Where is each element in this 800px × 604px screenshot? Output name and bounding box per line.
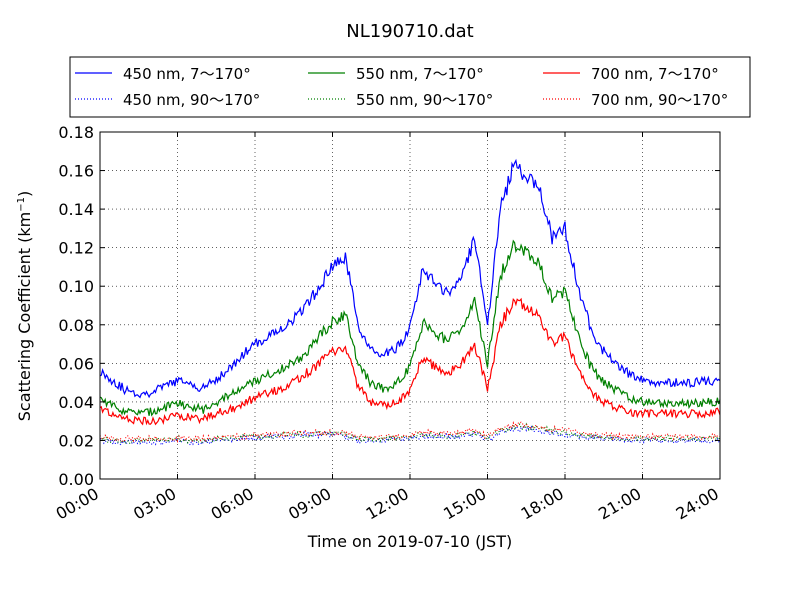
y-tick-label: 0.02 (58, 431, 94, 450)
y-tick-label: 0.08 (58, 316, 94, 335)
series-line (99, 421, 721, 444)
chart-title: NL190710.dat (346, 21, 473, 42)
x-tick-label: 09:00 (285, 484, 334, 524)
x-tick-label: 15:00 (440, 484, 489, 524)
series-layer (99, 158, 721, 447)
x-tick-label: 06:00 (208, 484, 257, 524)
legend-label: 550 nm, 90～170° (356, 91, 493, 109)
y-tick-label: 0.10 (58, 277, 94, 296)
y-tick-label: 0.04 (58, 393, 94, 412)
legend-label: 450 nm, 90～170° (123, 91, 260, 109)
legend-label: 550 nm, 7～170° (356, 65, 484, 83)
y-axis-label: Scattering Coefficient (km−1) (15, 191, 34, 422)
y-tick-label: 0.14 (58, 200, 94, 219)
y-axis-label-main: Scattering Coefficient (km (15, 212, 34, 422)
series-line (99, 158, 721, 399)
x-tick-label: 24:00 (673, 484, 722, 524)
x-axis: 00:00 03:00 06:00 09:00 12:00 15:00 18:00 21:00… (53, 132, 722, 524)
legend-label: 700 nm, 90～170° (591, 91, 728, 109)
legend-label: 450 nm, 7～170° (123, 65, 251, 83)
x-tick-label: 21:00 (595, 484, 644, 524)
x-tick-label: 18:00 (518, 484, 567, 524)
grid (100, 132, 720, 479)
y-axis: 0.00 0.02 0.04 0.06 0.08 0.10 0.12 0.14 0.16 0.18 (58, 123, 720, 489)
y-axis-label-close: ) (15, 191, 34, 197)
y-tick-label: 0.06 (58, 354, 94, 373)
y-tick-label: 0.12 (58, 239, 94, 258)
x-tick-label: 12:00 (363, 484, 412, 524)
y-tick-label: 0.00 (58, 470, 94, 489)
y-tick-label: 0.18 (58, 123, 94, 142)
series-line (99, 297, 721, 426)
x-axis-label: Time on 2019-07-10 (JST) (307, 532, 512, 551)
series-line (99, 239, 721, 417)
x-tick-label: 03:00 (130, 484, 179, 524)
legend: 450 nm, 7～170° 450 nm, 90～170° 550 nm, 7～1… (69, 56, 751, 118)
legend-frame (69, 56, 751, 118)
y-tick-label: 0.16 (58, 162, 94, 181)
x-tick-label: 00:00 (53, 484, 102, 524)
legend-label: 700 nm, 7～170° (591, 65, 719, 83)
y-axis-label-sup: −1 (16, 197, 27, 212)
